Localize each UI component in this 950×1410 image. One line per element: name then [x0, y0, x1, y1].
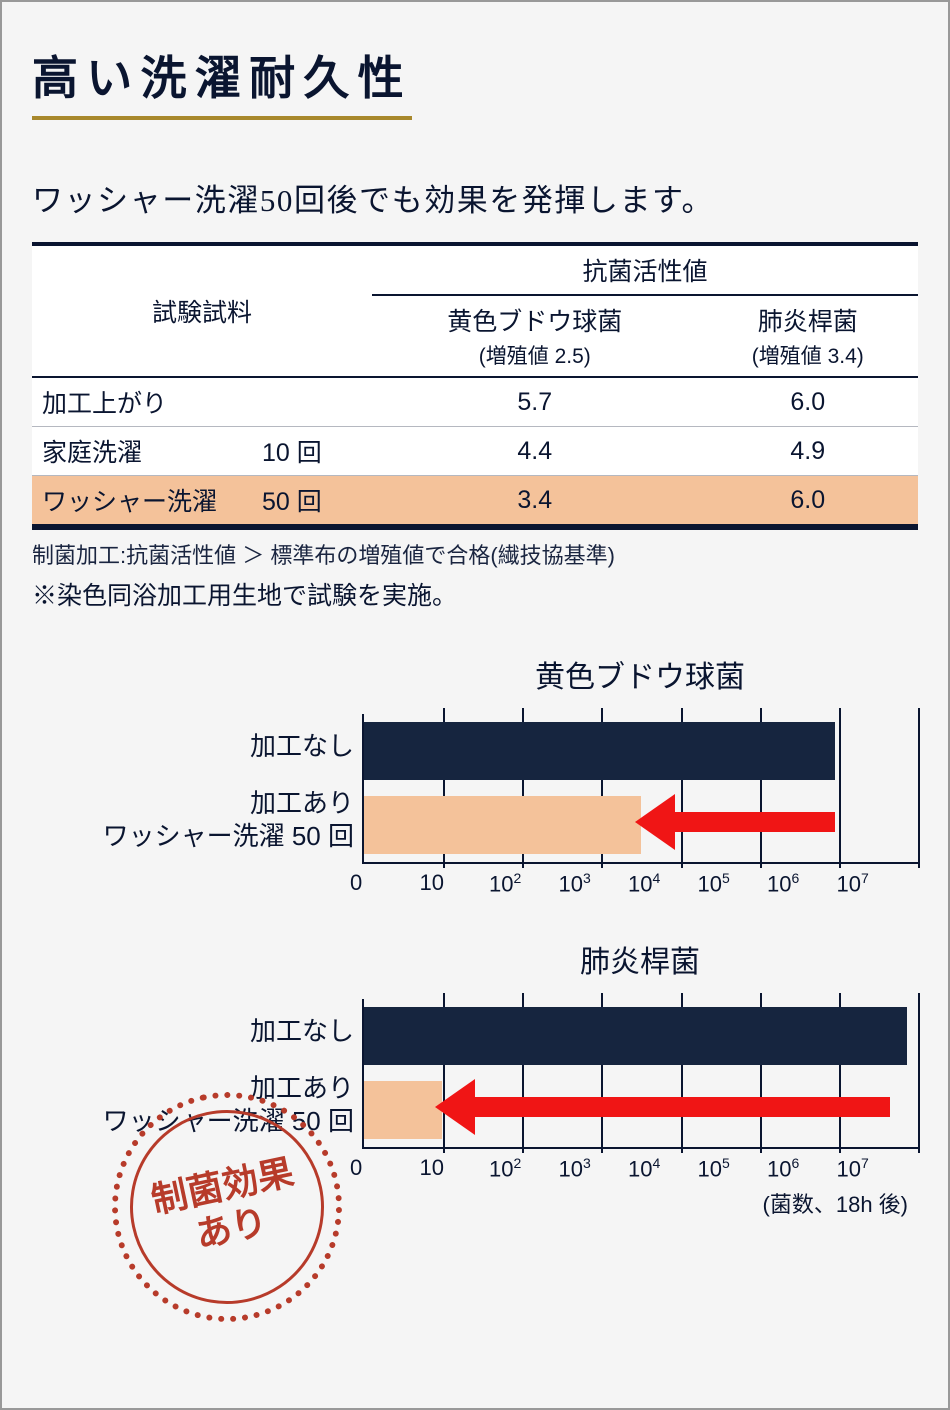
page-subtitle: ワッシャー洗濯50回後でも効果を発揮します。	[32, 175, 918, 220]
chart-plot	[362, 999, 918, 1149]
bar-treated	[364, 1081, 442, 1139]
data-table-wrap: 試験試料 抗菌活性値 黄色ブドウ球菌 (増殖値 2.5) 肺炎桿菌 (増殖値 3…	[32, 242, 918, 530]
table-col-0-sub: (増殖値 2.5)	[382, 340, 688, 370]
chart-x-axis: 010102103104105106107	[362, 1149, 918, 1182]
chart-plot	[362, 714, 918, 864]
table-col-0-name: 黄色ブドウ球菌	[447, 308, 622, 336]
bar-treated	[364, 796, 641, 854]
table-row: 家庭洗濯10 回4.44.9	[32, 427, 918, 476]
data-table: 試験試料 抗菌活性値 黄色ブドウ球菌 (増殖値 2.5) 肺炎桿菌 (増殖値 3…	[32, 242, 918, 526]
table-footnote-2: ※染色同浴加工用生地で試験を実施。	[32, 576, 918, 612]
table-col-1-sub: (増殖値 3.4)	[708, 340, 908, 370]
table-col-1-name: 肺炎桿菌	[758, 308, 858, 336]
table-row: 加工上がり5.76.0	[32, 377, 918, 427]
table-footnote-1: 制菌加工:抗菌活性値 ＞ 標準布の増殖値で合格(繊技協基準)	[32, 538, 918, 570]
chart-y-labels: 加工なし加工ありワッシャー洗濯 50 回	[32, 714, 362, 864]
reduction-arrow	[469, 1087, 890, 1127]
table-row-header: 試験試料	[152, 299, 252, 327]
table-row: ワッシャー洗濯50 回3.46.0	[32, 476, 918, 526]
chart-title: 肺炎桿菌	[362, 937, 918, 981]
reduction-arrow	[669, 802, 835, 842]
bar-untreated	[364, 722, 835, 780]
table-group-header: 抗菌活性値	[582, 258, 707, 286]
chart-block: 黄色ブドウ球菌加工なし加工ありワッシャー洗濯 50 回0101021031041…	[32, 652, 918, 897]
page-title: 高い洗濯耐久性	[32, 42, 412, 120]
bar-untreated	[364, 1007, 907, 1065]
chart-x-axis: 010102103104105106107	[362, 864, 918, 897]
chart-title: 黄色ブドウ球菌	[362, 652, 918, 696]
